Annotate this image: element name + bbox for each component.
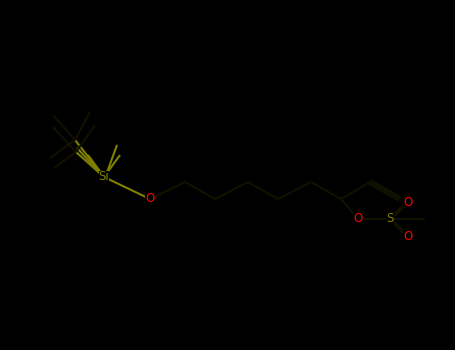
Text: Si: Si [99,170,109,183]
Text: O: O [146,193,155,205]
Text: S: S [386,212,394,225]
Text: O: O [354,212,363,225]
Text: O: O [404,230,413,243]
Text: O: O [404,196,413,209]
